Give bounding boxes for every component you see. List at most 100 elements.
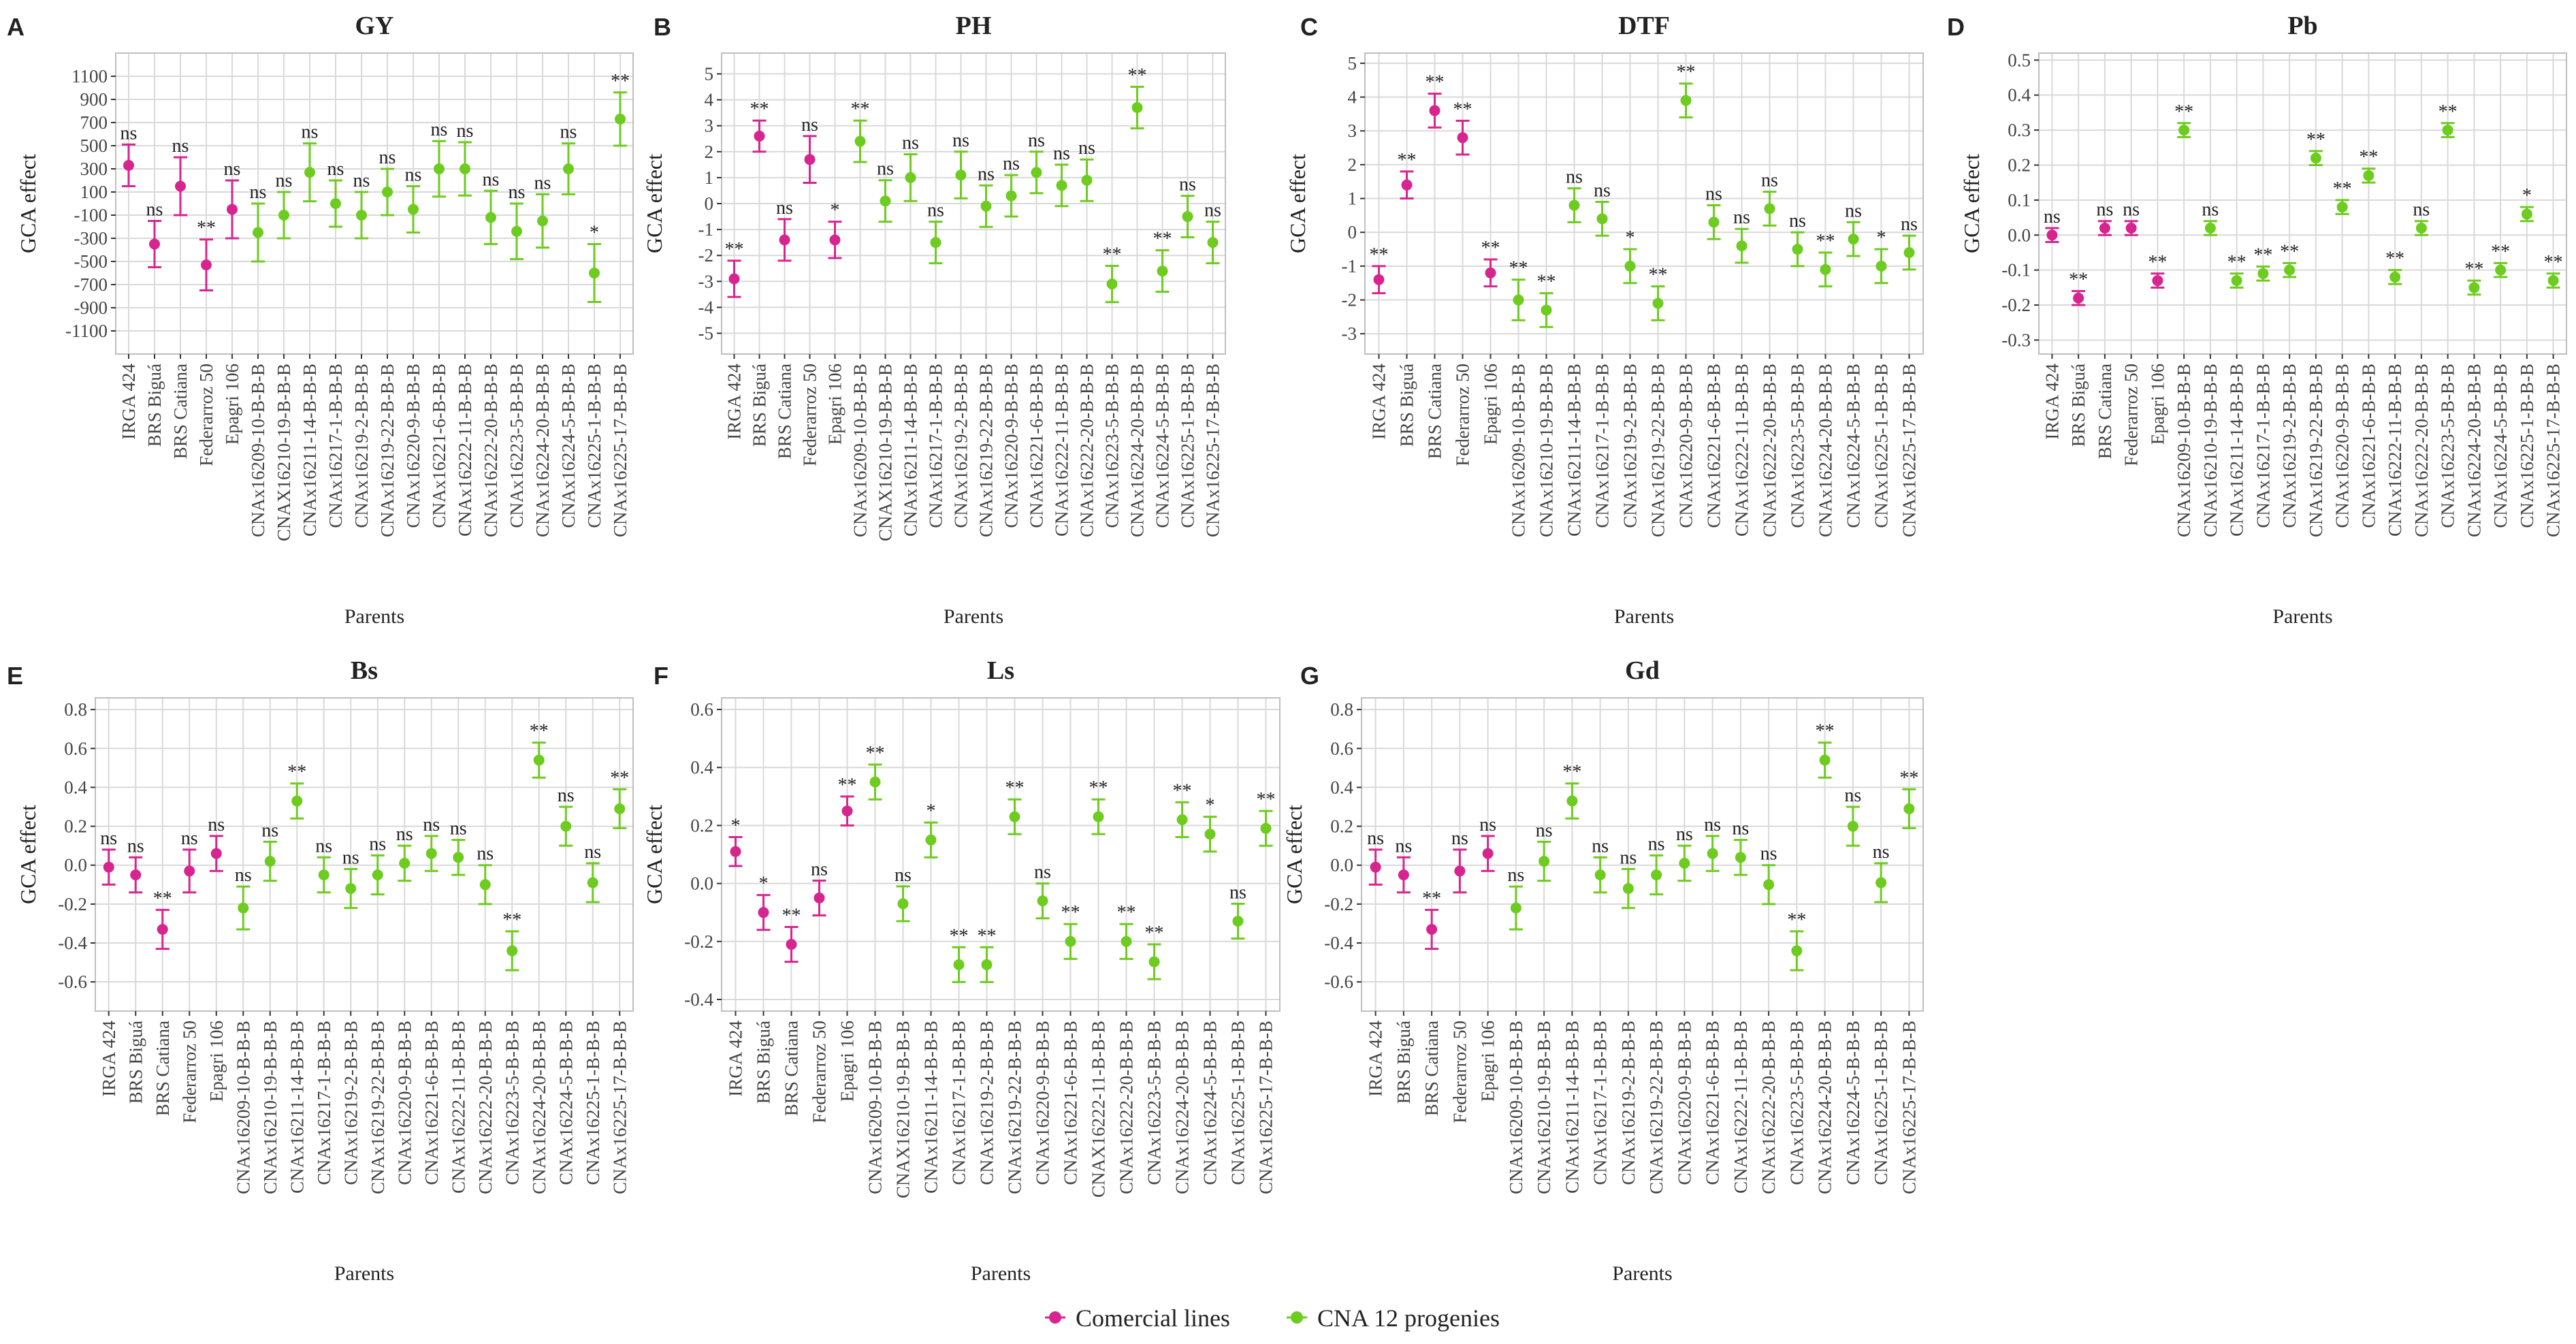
significance-label: ns <box>978 163 995 185</box>
x-tick-label: CNAx16224-5-B-B-B <box>558 364 579 528</box>
y-tick-label: -2 <box>1342 290 1357 310</box>
y-tick-label: -0.2 <box>684 931 713 952</box>
data-point <box>754 130 765 142</box>
data-point <box>880 195 891 207</box>
significance-label: ns <box>877 159 894 180</box>
data-point <box>1651 869 1662 880</box>
significance-label: ** <box>1899 767 1918 788</box>
y-tick-label: 100 <box>80 182 108 202</box>
x-tick-label: CNAx16224-20-B-B-B <box>1816 364 1836 537</box>
x-tick-label: CNAx16217-1-B-B-B <box>314 1021 334 1185</box>
x-tick-label: BRS Catiana <box>170 364 191 459</box>
significance-label: ** <box>866 743 885 764</box>
significance-label: ** <box>1103 244 1122 265</box>
significance-label: ns <box>1034 862 1051 883</box>
data-point <box>589 268 600 278</box>
data-point <box>1820 263 1831 275</box>
data-point <box>814 892 825 903</box>
x-tick-label: CNAx16225-17-B-B-B <box>1899 1021 1919 1194</box>
significance-label: ns <box>1761 170 1778 191</box>
panel-E: E Bs -0.6 -0.4 -0.2 0.0 0.2 0.4 0.6 0.8 GCA effect… <box>7 656 634 1285</box>
x-tick-label: BRS Catiana <box>1425 364 1445 459</box>
data-point <box>1081 174 1093 186</box>
x-tick-label: BRS Catiana <box>152 1021 173 1116</box>
x-tick-label: IRGA 424 <box>726 1021 746 1097</box>
significance-label: ns <box>560 122 577 143</box>
data-point <box>1373 274 1385 285</box>
significance-label: ns <box>450 818 467 839</box>
x-tick-label: CNAx16219-22-B-B-B <box>1005 1021 1025 1194</box>
panel-letter: F <box>654 662 669 690</box>
significance-label: ** <box>1537 272 1556 293</box>
data-point <box>2389 271 2401 283</box>
data-point <box>238 902 249 914</box>
data-point <box>318 869 329 880</box>
y-tick-label: -0.4 <box>1324 933 1353 953</box>
significance-label: ns <box>1594 180 1611 202</box>
data-point <box>1568 199 1580 211</box>
x-tick-label: CNAx16211-14-B-B-B <box>2227 364 2247 537</box>
significance-label: ** <box>1422 888 1441 909</box>
y-tick-label: 0.3 <box>2008 120 2031 140</box>
data-point <box>1056 180 1067 191</box>
data-point <box>1429 105 1440 116</box>
data-point <box>1652 298 1664 309</box>
significance-label: ** <box>1089 778 1108 799</box>
data-point <box>1848 234 1859 245</box>
x-tick-label: Federarroz 50 <box>1449 1021 1470 1123</box>
data-point <box>930 237 941 249</box>
significance-label: * <box>731 815 741 836</box>
data-point <box>210 848 222 859</box>
significance-label: ns <box>509 182 526 203</box>
significance-label: ns <box>1620 847 1637 868</box>
x-tick-label: CNAx16223-5-B-B-B <box>502 1021 522 1185</box>
significance-label: ns <box>423 814 440 835</box>
data-point <box>1594 869 1606 880</box>
x-tick-label: CNAx16220-9-B-B-B <box>1674 1021 1694 1185</box>
x-tick-label: CNAx16225-1-B-B-B <box>2517 364 2537 528</box>
y-tick-label: 0.2 <box>64 816 87 837</box>
x-tick-label: BRS Biguá <box>1394 1021 1414 1104</box>
y-tick-label: -2 <box>698 245 714 266</box>
data-point <box>227 204 238 215</box>
x-tick-label: CNAx16225-1-B-B-B <box>1871 364 1892 528</box>
significance-label: ** <box>2280 241 2299 262</box>
y-tick-label: -0.4 <box>684 989 713 1010</box>
significance-label: ** <box>2438 101 2458 123</box>
x-tick-label: CNAx16221-6-B-B-B <box>421 1021 442 1185</box>
y-tick-label: 300 <box>80 159 108 179</box>
significance-label: * <box>831 200 840 221</box>
significance-label: ** <box>1145 923 1164 944</box>
y-tick-label: 0.4 <box>64 777 87 797</box>
x-axis-title: Parents <box>2272 605 2332 628</box>
x-tick-label: CNAx16224-5-B-B-B <box>2490 364 2511 528</box>
x-tick-label: CNAx16220-9-B-B-B <box>2332 364 2353 528</box>
x-tick-label: Epagri 106 <box>222 364 242 445</box>
x-tick-label: IRGA 424 <box>724 364 745 440</box>
y-tick-label: 0.0 <box>1330 855 1353 876</box>
legend: Comercial lines CNA 12 progenies <box>1045 1305 1500 1332</box>
data-point <box>2310 153 2321 164</box>
data-point <box>1513 294 1524 306</box>
y-tick-label: -1 <box>1342 256 1357 276</box>
x-tick-label: BRS Catiana <box>782 1021 802 1116</box>
y-tick-label: -1 <box>698 219 714 240</box>
panel-G: G Gd -0.6 -0.4 -0.2 0.0 0.2 0.4 0.6 0.8 GCA effect… <box>1282 656 1924 1285</box>
y-tick-label: 0.6 <box>1330 738 1353 758</box>
panel-A: A GY -1100 -900 -700-500-300 -100 100 300 500700… <box>7 12 634 628</box>
data-point <box>1093 811 1104 822</box>
x-tick-label: CNAx16223-5-B-B-B <box>1788 364 1808 528</box>
x-tick-label: BRS Catiana <box>775 364 795 459</box>
y-tick-label: -3 <box>698 271 714 291</box>
significance-label: ns <box>1873 842 1890 863</box>
significance-label: ns <box>2096 199 2113 221</box>
y-tick-label: 4 <box>705 90 714 110</box>
data-point <box>356 210 367 221</box>
x-tick-label: CNAx16209-10-B-B-B <box>865 1021 886 1194</box>
x-tick-label: CNAx16220-9-B-B-B <box>394 1021 415 1185</box>
x-tick-label: CNAx16225-17-B-B-B <box>2543 364 2564 537</box>
panel-letter: B <box>654 13 671 41</box>
significance-label: ns <box>327 159 344 180</box>
y-tick-label: 0.8 <box>1330 699 1353 720</box>
data-point <box>2363 170 2374 181</box>
